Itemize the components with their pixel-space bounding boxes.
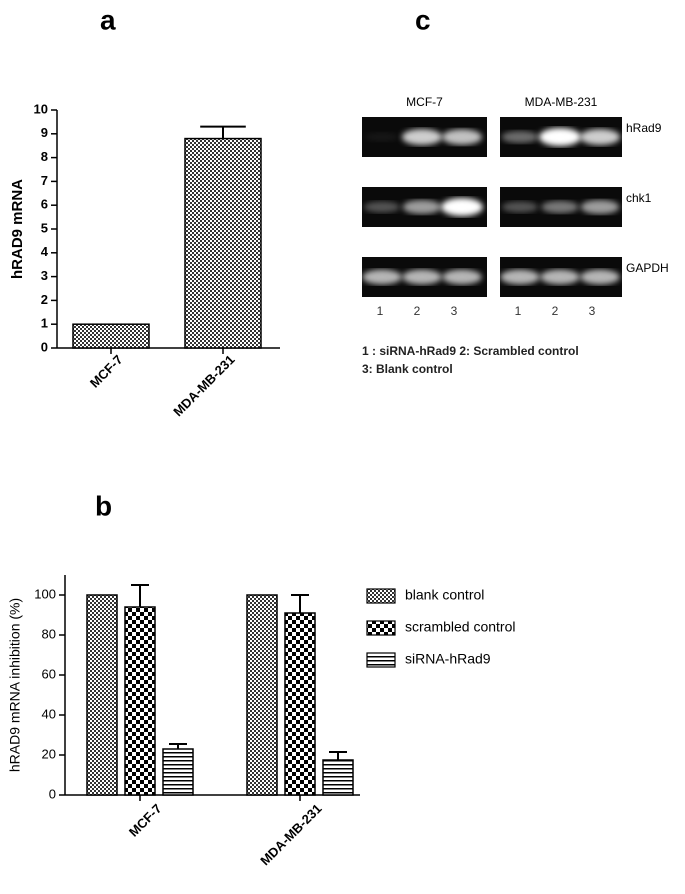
panel-label: a bbox=[100, 4, 116, 35]
y-tick-label: 0 bbox=[49, 786, 56, 801]
gel-band bbox=[442, 129, 482, 145]
bar bbox=[86, 594, 118, 796]
gel-panel: MCF-7 1 2 3 MDA-MB-231 hRad9 chk1 GAPDH 1 2 3 1 : s… bbox=[362, 95, 669, 376]
gel-band bbox=[580, 200, 620, 214]
gel-band bbox=[364, 132, 400, 142]
y-tick-label: 0 bbox=[41, 339, 48, 354]
y-tick-label: 8 bbox=[41, 149, 48, 164]
legend-swatch bbox=[366, 620, 396, 636]
legend-swatch bbox=[366, 588, 396, 604]
y-tick-label: 40 bbox=[42, 706, 56, 721]
y-tick-label: 7 bbox=[41, 173, 48, 188]
panel-label: c bbox=[415, 4, 431, 35]
y-tick-label: 5 bbox=[41, 220, 48, 235]
gel-band bbox=[401, 129, 443, 145]
gel-band bbox=[540, 269, 580, 285]
y-tick-label: 1 bbox=[41, 316, 48, 331]
gel-band bbox=[402, 200, 442, 214]
x-tick-label: MCF-7 bbox=[126, 801, 165, 840]
y-tick-label: 9 bbox=[41, 125, 48, 140]
legend-label: siRNA-hRad9 bbox=[405, 651, 491, 667]
y-tick-label: 10 bbox=[34, 101, 48, 116]
y-axis-label: hRAD9 mRNA inhibition (%) bbox=[7, 598, 23, 772]
lane-label: 1 bbox=[515, 304, 522, 318]
y-tick-label: 6 bbox=[41, 197, 48, 212]
lane-label: 2 bbox=[552, 304, 559, 318]
x-tick-label: MCF-7 bbox=[87, 352, 126, 391]
y-tick-label: 2 bbox=[41, 292, 48, 307]
gel-band bbox=[362, 269, 402, 285]
gel-band bbox=[539, 128, 581, 146]
x-tick-label: MDA-MB-231 bbox=[257, 801, 324, 868]
y-tick-label: 80 bbox=[42, 626, 56, 641]
panel-label: b bbox=[95, 490, 112, 521]
y-tick-label: 60 bbox=[42, 666, 56, 681]
bar bbox=[162, 748, 194, 796]
y-tick-label: 20 bbox=[42, 746, 56, 761]
gel-legend: 1 : siRNA-hRad9 2: Scrambled control bbox=[362, 344, 579, 358]
bar bbox=[246, 594, 278, 796]
gel-band bbox=[442, 269, 482, 285]
gel-band bbox=[441, 198, 483, 216]
row-label: hRad9 bbox=[626, 121, 662, 135]
lane-label: 3 bbox=[451, 304, 458, 318]
gel-band bbox=[501, 131, 539, 143]
y-tick-label: 4 bbox=[41, 244, 49, 259]
legend-label: scrambled control bbox=[405, 619, 516, 635]
bar bbox=[72, 323, 150, 349]
lane-label: 1 bbox=[377, 304, 384, 318]
bar bbox=[184, 137, 262, 349]
gel-band bbox=[580, 269, 620, 285]
gel-band bbox=[402, 269, 442, 285]
legend-swatch bbox=[366, 652, 396, 668]
gel-legend: 3: Blank control bbox=[362, 362, 453, 376]
y-tick-label: 100 bbox=[34, 586, 56, 601]
bar bbox=[284, 612, 316, 796]
gel-band bbox=[501, 201, 539, 213]
cell-line-label: MDA-MB-231 bbox=[525, 95, 598, 109]
bar bbox=[124, 606, 156, 796]
y-tick-label: 3 bbox=[41, 268, 48, 283]
gel-band bbox=[363, 201, 401, 213]
legend-label: blank control bbox=[405, 587, 484, 603]
lane-label: 2 bbox=[414, 304, 421, 318]
row-label: chk1 bbox=[626, 191, 652, 205]
gel-band bbox=[500, 269, 540, 285]
gel-band bbox=[579, 129, 621, 145]
bar bbox=[322, 759, 354, 796]
x-tick-label: MDA-MB-231 bbox=[170, 352, 237, 419]
lane-label: 3 bbox=[589, 304, 596, 318]
gel-band bbox=[541, 200, 579, 214]
cell-line-label: MCF-7 bbox=[406, 95, 443, 109]
row-label: GAPDH bbox=[626, 261, 669, 275]
y-axis-label: hRAD9 mRNA bbox=[9, 179, 26, 279]
